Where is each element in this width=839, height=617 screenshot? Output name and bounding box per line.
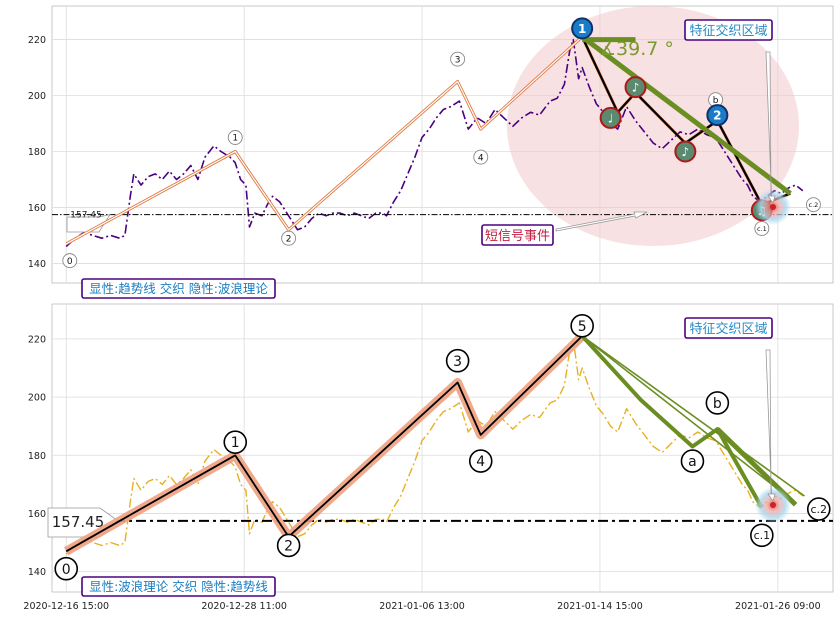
x-tick-label: 2021-01-06 13:00 [379,601,465,612]
bottom-wave-label-circle [750,523,774,548]
bottom-wave-labels: 0 1 2 3 4 5 a b c.1 c.2 [54,314,831,581]
bottom-wave-label-circle [223,430,248,454]
x-tick-label: 2021-01-26 09:00 [735,601,821,612]
short-signal-box [481,224,554,246]
top-wave-label-circle [62,253,78,269]
bottom-caption: 显性:波浪理论 交织 隐性:趋势线 [89,579,268,594]
bottom-trend-thin [581,335,805,497]
bottom-wave-label-circle [468,449,493,473]
bottom-wave-label: 0 [62,562,71,578]
top-wave-label-circle [473,149,489,165]
top-y-tick-label: 180 [28,147,46,158]
bottom-y-tick-label: 200 [28,393,46,404]
bottom-wave-label-circle [705,391,730,415]
bottom-plot-frame [51,303,834,593]
top-wave-label-circle [227,130,243,145]
x-tick-label: 2020-12-28 11:00 [201,601,287,612]
top-wave-label-circle [281,230,297,246]
top-wave-label-circle [754,220,770,236]
bottom-y-tick-label: 160 [28,509,46,520]
music-note-glyph: ♪ [632,81,640,95]
bottom-wave-label: b [713,396,722,412]
bottom-panel: 140 160 180 200 220 157.45 0 1 2 3 4 5 a b c.1 c.2 特征… [28,303,834,597]
bottom-trendlines [63,332,805,556]
music-note-glyph: ♪ [682,145,690,159]
top-price-line [65,38,804,248]
bottom-interweave-dot [770,502,776,508]
top-y-tick-label: 160 [28,203,46,214]
music-note-icon [599,106,622,129]
top-reference-label: 157.45 [70,211,102,221]
bottom-y-tick-label: 140 [28,567,46,578]
top-y-tick-label: 200 [28,91,46,102]
bottom-wave-line [65,335,583,553]
top-wave-label: c.1 [757,225,767,233]
bottom-y-tick-label: 180 [28,451,46,462]
top-y-tick-label: 140 [28,259,46,270]
x-axis-ticks: 2020-12-16 15:00 2020-12-28 11:00 2021-01-… [23,601,820,612]
short-signal-arrow [555,211,648,232]
feature-region-box [684,19,773,41]
bottom-wave-label: 4 [476,454,485,470]
bottom-wave-label-circle [276,533,301,558]
bottom-feature-region-box [684,317,773,339]
music-note-icon [624,76,647,99]
bottom-wave-label: 2 [284,538,293,554]
top-trend-thick [580,34,792,196]
top-interweave-dot [770,204,776,210]
bottom-y-tick-label: 220 [28,334,46,345]
bottom-caption-box [81,576,276,597]
music-note-icon [674,140,697,163]
signal-number-badge [706,104,729,127]
bottom-feature-region-arrow [765,349,776,502]
signal-number-badge [571,17,594,40]
music-note-glyph: ♩ [608,111,614,125]
top-wave-label-circle [805,197,821,213]
top-wave-label: c.2 [809,201,819,209]
bottom-price-line [65,338,804,555]
bottom-feature-region-label: 特征交织区域 [689,321,767,337]
bottom-wave-label: 3 [453,354,462,370]
bottom-reference-label: 157.45 [52,513,105,531]
feature-region-label: 特征交织区域 [689,23,767,39]
angle-label: ∡39.7 ° [599,38,674,60]
bottom-wave-label: c.2 [810,503,827,516]
top-wave-label: 2 [286,234,292,244]
bottom-price-series [65,338,804,555]
top-caption: 显性:趋势线 交织 隐性:波浪理论 [89,281,268,296]
bottom-wave-label-circle [54,556,79,581]
bottom-wave-label: 1 [231,435,240,451]
bottom-wave-label-circle [680,449,705,473]
top-wave-label-circle [450,51,466,67]
signal-number-text: 2 [713,109,721,123]
bottom-y-ticks: 140 160 180 200 220 [28,334,46,578]
bottom-wave-label-circle [445,348,470,373]
short-signal-label: 短信号事件 [485,229,550,244]
feature-region-ellipse [507,6,799,246]
top-caption-box [81,278,276,299]
top-price-series [65,38,804,248]
top-wave-label: b [713,96,719,106]
top-wave-label: 4 [478,153,484,163]
bottom-wave-label: c.1 [754,529,771,542]
bottom-correction-wave [580,334,764,509]
top-panel: 140 160 180 200 220 157.45 0 1 2 3 4 b c.1 c.2 1 2 ♪ ♩… [28,5,834,299]
x-tick-label: 2020-12-16 15:00 [23,601,109,612]
top-y-ticks: 140 160 180 200 220 [28,35,46,270]
bottom-wave-label-circle [806,497,831,521]
top-wave-labels: 0 1 2 3 4 b c.1 c.2 [62,51,821,269]
bottom-wave-label: a [688,454,697,470]
top-wave-label: 3 [455,55,461,65]
bottom-trend-thin [581,335,791,500]
top-wave-label: 0 [67,257,73,267]
bottom-wave-label: 5 [578,319,587,335]
top-wave-label: 1 [232,134,238,144]
top-y-tick-label: 220 [28,35,46,46]
x-tick-label: 2021-01-14 15:00 [557,601,643,612]
bottom-wave-label-circle [570,314,594,338]
signal-number-text: 1 [578,22,586,36]
feature-region-arrow [765,51,776,204]
